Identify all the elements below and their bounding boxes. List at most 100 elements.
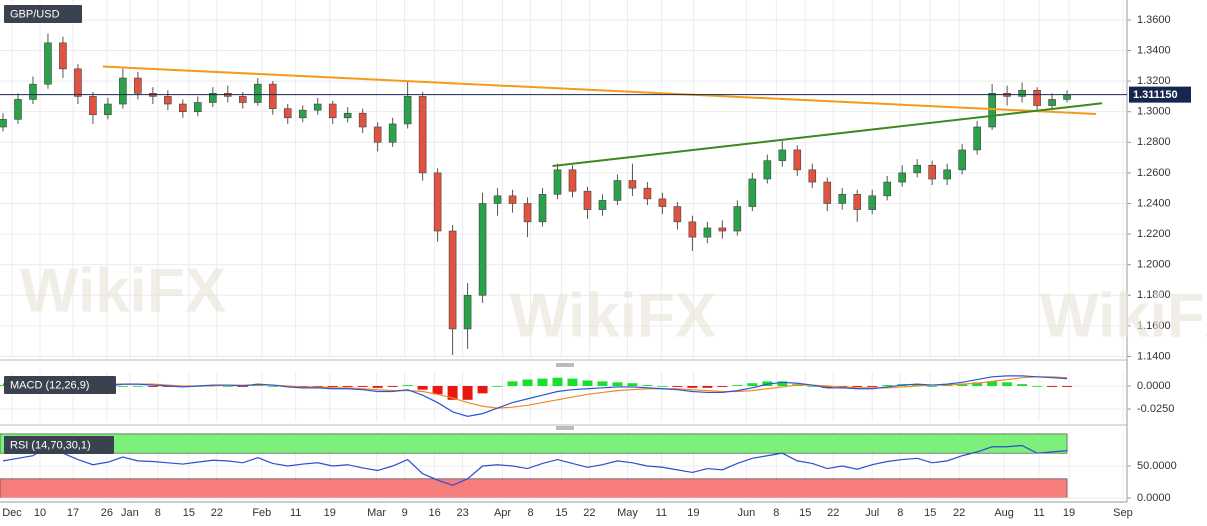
x-tick-label: Jul	[865, 507, 879, 519]
x-tick-label: 11	[656, 507, 667, 519]
y-tick-label: 1.1600	[1137, 320, 1171, 332]
histogram-bar	[267, 385, 278, 387]
histogram-bar	[402, 385, 413, 386]
x-tick-label: 11	[1033, 507, 1044, 519]
candle-body	[343, 112, 352, 119]
y-tick-label: -0.0250	[1137, 403, 1174, 415]
candle-body	[568, 169, 577, 192]
histogram-bar	[582, 380, 593, 386]
title-box	[4, 376, 116, 394]
candle-body	[703, 227, 712, 238]
histogram-bar	[432, 385, 443, 395]
candle-body	[209, 93, 217, 103]
histogram-bar	[777, 381, 788, 386]
oversold-band	[0, 478, 1068, 499]
x-tick-label: 23	[457, 507, 469, 519]
rsi-line	[2, 444, 1068, 486]
histogram-bar	[627, 383, 638, 386]
y-tick-label: 1.3400	[1137, 44, 1171, 56]
histogram-bar	[807, 385, 818, 387]
x-tick-label: 15	[555, 507, 567, 519]
x-tick-label: Dec	[2, 507, 22, 519]
candle-body	[523, 203, 532, 223]
candle-body	[253, 83, 262, 103]
candle-body	[1033, 89, 1041, 106]
candle-body	[673, 206, 682, 223]
candle-body	[838, 193, 847, 204]
x-tick-label: 22	[583, 507, 595, 519]
y-tick-label: 0.0000	[1137, 492, 1171, 504]
x-tick-label: 19	[1063, 507, 1075, 519]
candle-body	[44, 42, 52, 85]
histogram-bar	[1002, 382, 1013, 386]
histogram-bar	[642, 385, 653, 386]
histogram-bar	[537, 378, 548, 386]
histogram-bar	[717, 385, 728, 387]
x-tick-label: 8	[527, 507, 533, 519]
title-box	[4, 436, 114, 454]
histogram-bar	[1062, 385, 1073, 387]
histogram-bar	[822, 385, 833, 388]
x-tick-label: Apr	[494, 507, 511, 519]
y-tick-label: 0.0000	[1137, 380, 1171, 392]
candle-body	[328, 103, 337, 119]
candle-body	[868, 195, 877, 210]
histogram-bar	[672, 385, 683, 387]
x-tick-label: 15	[924, 507, 936, 519]
x-tick-label: 8	[155, 507, 161, 519]
x-tick-label: 11	[290, 507, 301, 519]
panel-separators	[0, 0, 1128, 503]
x-tick-label: 8	[897, 507, 903, 519]
x-tick-label: May	[617, 507, 638, 519]
histogram-bar	[507, 381, 518, 386]
watermark: WikiFX	[1040, 281, 1207, 350]
histogram-bar	[987, 381, 998, 386]
panel-title: RSI (14,70,30,1)	[10, 439, 91, 451]
title-box	[4, 5, 82, 23]
candle-body	[59, 42, 67, 70]
candle-body	[74, 68, 82, 97]
x-tick-label: 15	[799, 507, 811, 519]
candle-body	[913, 164, 921, 174]
candle-body	[748, 178, 757, 207]
candle-body	[388, 123, 397, 143]
y-tick-label: 1.3600	[1137, 14, 1171, 26]
candle-body	[553, 169, 562, 195]
candle-body	[194, 102, 202, 112]
histogram-bar	[552, 377, 563, 386]
x-tick-label: Mar	[367, 507, 386, 519]
y-tick-label: 50.0000	[1137, 460, 1177, 472]
candle-body	[658, 198, 667, 207]
histogram-bar	[747, 383, 758, 386]
candle-body	[973, 126, 981, 151]
x-tick-label: 22	[953, 507, 965, 519]
histogram-bar	[372, 385, 383, 388]
candle-body	[643, 187, 652, 200]
candle-body	[283, 108, 292, 119]
candle-body	[119, 77, 127, 105]
histogram-bar	[462, 385, 473, 400]
candle-body	[1048, 99, 1056, 106]
histogram-bar	[447, 385, 458, 400]
x-tick-label: 22	[211, 507, 223, 519]
histogram-bar	[567, 378, 578, 386]
histogram-bar	[597, 381, 608, 386]
candle-body	[793, 149, 802, 171]
panel-title: MACD (12,26,9)	[10, 379, 89, 391]
watermark: WikiFX	[510, 281, 716, 350]
x-tick-label: 19	[687, 507, 699, 519]
candle-body	[583, 190, 592, 210]
candle-body	[14, 99, 22, 120]
x-tick-label: 15	[183, 507, 195, 519]
histogram-bar	[957, 384, 968, 386]
candle-body	[718, 227, 727, 232]
histogram-bar	[612, 382, 623, 386]
histogram-bar	[1017, 384, 1028, 386]
histogram-bar	[1047, 385, 1058, 387]
x-tick-label: Jan	[121, 507, 139, 519]
candle-body	[463, 294, 472, 330]
histogram-bar	[927, 385, 938, 387]
candle-body	[313, 103, 322, 111]
candle-body	[403, 96, 412, 125]
candle-body	[418, 96, 427, 174]
